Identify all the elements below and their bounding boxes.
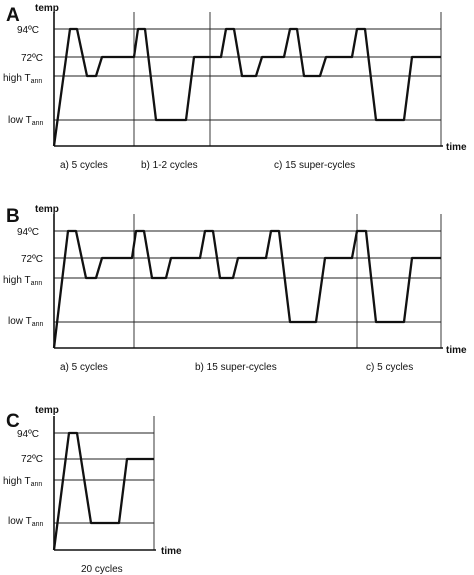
panel-a-letter: A [6,5,20,26]
panel-a-caption-3: c) 15 super-cycles [274,160,355,171]
panel-a-level-94: 94ºC [17,25,39,36]
panel-c-caption-1: 20 cycles [81,564,123,575]
panel-a-y-axis-label: temp [35,3,59,14]
panel-c-temperature-profile [52,431,154,551]
panel-c-level-high: high Tann [3,476,42,488]
panel-a-level-72: 72ºC [21,53,43,64]
panel-a-level-low: low Tann [8,115,44,127]
panel-c-level-94: 94ºC [17,429,39,440]
panel-a-caption-2: b) 1-2 cycles [141,160,198,171]
panel-b-y-axis-label: temp [35,204,59,215]
panel-b-level-low: low Tann [8,316,44,328]
panel-b-level-94: 94ºC [17,227,39,238]
panel-a-temperature-profile [52,27,441,147]
panel-b-letter: B [6,206,20,227]
panel-a: A temp 94ºC 72ºC high Tann low Tann time… [3,3,467,171]
panel-b-caption-3: c) 5 cycles [366,362,413,373]
panel-b-level-high: high Tann [3,275,42,287]
panel-c-x-axis-label: time [161,546,182,557]
panel-a-caption-1: a) 5 cycles [60,160,108,171]
panel-c: C temp 94ºC 72ºC high Tann low Tann time… [3,405,182,575]
panel-a-level-high: high Tann [3,73,42,85]
panel-c-y-axis-label: temp [35,405,59,416]
panel-b-temperature-profile [52,229,441,349]
panel-b-caption-2: b) 15 super-cycles [195,362,277,373]
panel-c-letter: C [6,411,20,432]
panel-a-x-axis-label: time [446,142,467,153]
panel-b: B temp 94ºC 72ºC high Tann low Tann time… [3,204,467,373]
panel-b-caption-1: a) 5 cycles [60,362,108,373]
panel-c-level-72: 72ºC [21,454,43,465]
panel-c-level-low: low Tann [8,516,44,528]
panel-b-x-axis-label: time [446,345,467,356]
panel-b-level-72: 72ºC [21,254,43,265]
